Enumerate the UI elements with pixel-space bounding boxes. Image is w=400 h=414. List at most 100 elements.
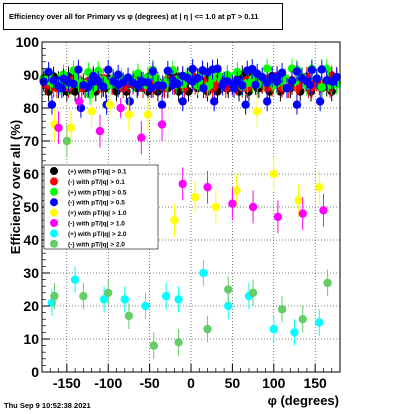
x-tick-label: 0 <box>187 375 195 391</box>
data-point <box>251 80 260 90</box>
series-4 <box>50 94 324 237</box>
band-point <box>158 81 168 90</box>
y-tick-label: 80 <box>23 100 39 116</box>
data-point <box>272 77 282 86</box>
data-point <box>253 107 262 116</box>
band-point <box>317 83 326 92</box>
y-tick-label: 0 <box>31 364 39 380</box>
data-point <box>120 295 129 304</box>
series-6 <box>47 259 324 346</box>
legend-marker <box>50 187 58 196</box>
y-tick-label: 40 <box>23 232 39 248</box>
band-point <box>113 70 123 79</box>
band-point <box>133 69 143 78</box>
data-point <box>211 80 221 90</box>
data-point <box>178 179 187 189</box>
data-point <box>116 103 125 113</box>
data-point <box>315 183 324 192</box>
data-point <box>273 212 283 222</box>
data-point <box>282 84 292 93</box>
band-point <box>262 64 272 73</box>
legend-marker <box>50 219 58 227</box>
band-point <box>277 68 287 77</box>
data-point <box>141 301 150 311</box>
chart-title-box: Efficiency over all for Primary vs φ (de… <box>3 3 283 30</box>
data-point <box>89 77 98 86</box>
band-point <box>49 76 58 85</box>
band-point <box>69 79 78 89</box>
legend-label: (-) with pT/|q| > 1.0 <box>68 221 125 228</box>
legend-marker <box>50 198 58 207</box>
data-point <box>298 315 307 324</box>
data-point <box>306 80 315 90</box>
legend-marker <box>50 167 58 175</box>
x-tick-label: -150 <box>53 375 81 391</box>
band-point <box>257 73 267 82</box>
legend-marker <box>50 208 58 217</box>
data-point <box>241 100 250 109</box>
series-5 <box>54 91 328 234</box>
data-point <box>157 100 167 109</box>
x-tick-label: -50 <box>139 375 159 391</box>
data-point <box>54 123 63 132</box>
y-tick-label: 100 <box>16 34 40 50</box>
data-point <box>294 196 303 205</box>
data-point <box>143 110 153 119</box>
data-point <box>319 206 328 215</box>
data-point <box>209 97 219 106</box>
data-point <box>149 341 158 350</box>
data-point <box>315 97 325 106</box>
band-point <box>292 67 302 76</box>
band-point <box>312 74 322 83</box>
legend-marker <box>50 229 58 238</box>
legend-label: (-) with pT/|q| > 0.1 <box>68 179 125 186</box>
y-tick-label: 70 <box>23 133 39 149</box>
data-point <box>85 90 95 100</box>
data-point <box>277 305 287 314</box>
data-point <box>174 295 183 304</box>
legend-label: (+) with pT/|q| > 0.1 <box>68 169 127 176</box>
series-3 <box>39 58 341 118</box>
data-point <box>174 338 183 347</box>
band-point <box>287 76 297 86</box>
data-point <box>219 77 229 86</box>
band-point <box>44 67 53 77</box>
timestamp-footer: Thu Sep 9 10:52:38 2021 <box>4 401 91 410</box>
data-point <box>224 285 233 294</box>
chart-title: Efficiency over all for Primary vs φ (de… <box>9 12 259 21</box>
series-7 <box>50 124 332 359</box>
band-point <box>188 64 197 74</box>
data-point <box>50 291 59 301</box>
legend-label: (+) with pT/|q| > 1.0 <box>68 210 127 217</box>
data-point <box>70 275 80 284</box>
data-point <box>232 186 241 195</box>
band-point <box>307 65 317 75</box>
y-axis-label: Efficiency over all (%) <box>8 120 23 254</box>
x-axis-label: φ (degrees) <box>268 393 339 408</box>
data-point <box>66 123 76 132</box>
data-point <box>62 136 72 146</box>
data-point <box>137 77 146 86</box>
data-point <box>168 80 177 90</box>
data-point <box>57 84 67 93</box>
data-point <box>203 324 212 334</box>
data-point <box>298 209 307 218</box>
data-point <box>269 324 278 334</box>
data-point <box>124 110 134 119</box>
band-point <box>238 81 247 90</box>
band-point <box>74 65 83 74</box>
legend-marker <box>50 239 58 248</box>
axes: 0 10 20 30 40 50 60 70 80 90 100 -150 -100 -50 0 50 100 1… <box>16 34 333 391</box>
data-point <box>199 268 208 278</box>
legend-box <box>43 164 159 250</box>
data-point <box>170 216 179 225</box>
data-point <box>188 77 197 86</box>
data-point <box>199 84 208 93</box>
data-point <box>211 202 221 212</box>
data-point <box>104 288 113 297</box>
band-point <box>99 82 108 91</box>
data-point <box>47 100 57 109</box>
x-tick-label: -100 <box>94 375 122 391</box>
data-point <box>87 107 96 116</box>
data-point <box>323 278 332 288</box>
